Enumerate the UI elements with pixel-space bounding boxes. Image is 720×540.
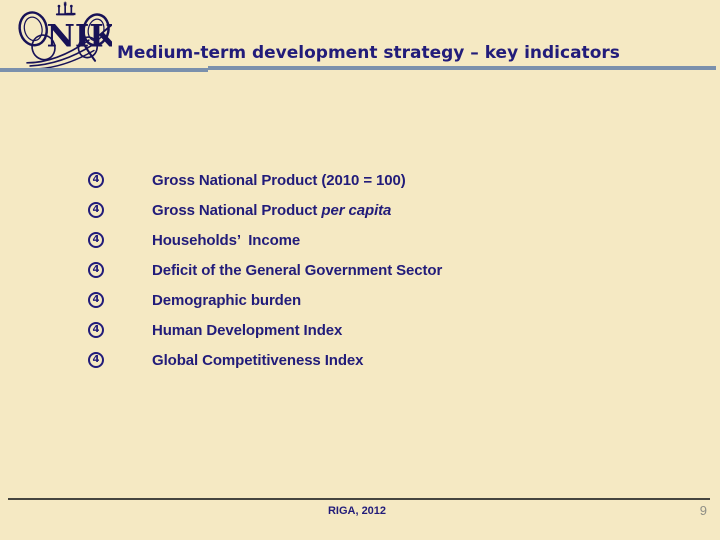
list-item-label: Demographic burden xyxy=(152,291,302,309)
list-item-label: Human Development Index xyxy=(152,321,343,339)
list-item: 4 Deficit of the General Government Sect… xyxy=(88,255,442,285)
list-item: 4 Households’ Income xyxy=(88,225,442,255)
list-item-label: Gross National Product (2010 = 100) xyxy=(152,171,406,189)
circled-4-bullet-icon: 4 xyxy=(88,262,104,278)
key-indicators-list: 4 Gross National Product (2010 = 100) 4 … xyxy=(88,165,442,375)
list-item: 4 Global Competitiveness Index xyxy=(88,345,442,375)
page-title: Medium-term development strategy – key i… xyxy=(117,43,620,63)
circled-4-bullet-icon: 4 xyxy=(88,352,104,368)
nik-letters: NIK xyxy=(47,18,112,54)
list-item: 4 Human Development Index xyxy=(88,315,442,345)
slide-page-number: 9 xyxy=(699,503,707,518)
list-item: 4 Gross National Product per capita xyxy=(88,195,442,225)
circled-4-bullet-icon: 4 xyxy=(88,172,104,188)
circled-4-bullet-icon: 4 xyxy=(88,202,104,218)
crown-icon xyxy=(55,1,75,16)
list-item-label: Households’ Income xyxy=(152,231,301,249)
list-item-label: Global Competitiveness Index xyxy=(152,351,364,369)
header-rule-right xyxy=(208,66,716,70)
circled-4-bullet-icon: 4 xyxy=(88,292,104,308)
nik-logo-icon: NIK xyxy=(18,1,112,69)
list-item-label: Gross National Product per capita xyxy=(152,201,392,219)
list-item-label: Deficit of the General Government Sector xyxy=(152,261,443,279)
circled-4-bullet-icon: 4 xyxy=(88,322,104,338)
circled-4-bullet-icon: 4 xyxy=(88,232,104,248)
header-rule-left xyxy=(0,68,208,72)
footer-rule xyxy=(8,498,710,500)
footer-venue: RIGA, 2012 xyxy=(327,505,387,517)
list-item: 4 Demographic burden xyxy=(88,285,442,315)
list-item: 4 Gross National Product (2010 = 100) xyxy=(88,165,442,195)
